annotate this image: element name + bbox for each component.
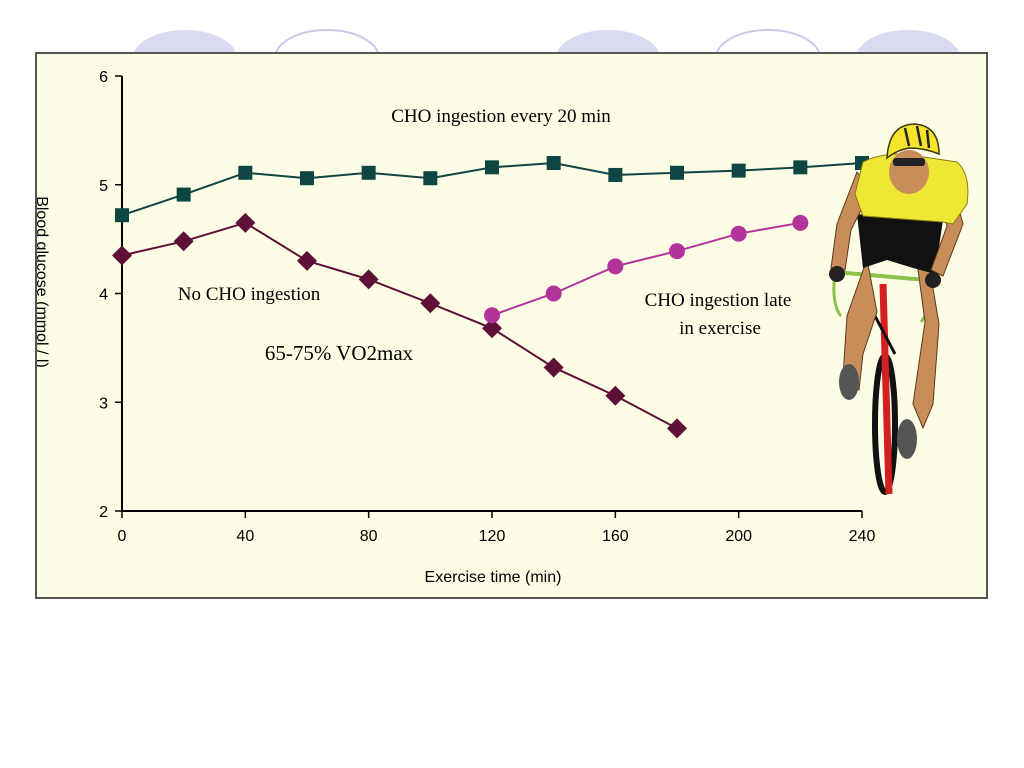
bike-handlebars <box>834 270 928 282</box>
annotation-late-line1: CHO ingestion late <box>645 290 792 311</box>
chart-panel: 0 40 80 120 160 200 240 2 3 4 5 6 Exercise time (mi… <box>35 52 988 599</box>
helmet-vents <box>903 125 931 149</box>
x-axis-title: Exercise time (min) <box>425 569 562 586</box>
annotation-late-line2: in exercise <box>679 318 761 339</box>
data-point-none <box>543 357 564 378</box>
data-point-late <box>545 285 562 302</box>
y-tick-label: 5 <box>99 178 108 195</box>
x-tick-label: 120 <box>479 528 506 545</box>
y-tick-label: 6 <box>99 69 108 86</box>
data-point-every20 <box>731 163 746 178</box>
data-point-every20 <box>423 171 438 186</box>
data-point-late <box>484 307 500 324</box>
cyclist-leg-left <box>842 257 878 392</box>
data-point-every20 <box>793 160 808 175</box>
cyclist-shoe-right <box>897 419 917 459</box>
cyclist-glasses <box>893 158 925 166</box>
x-tick-label: 200 <box>725 528 752 545</box>
series-line-late <box>491 221 801 317</box>
bike-frame <box>879 283 893 495</box>
x-tick-label: 40 <box>236 528 254 545</box>
series-line-none <box>121 221 678 430</box>
data-point-late <box>607 258 624 275</box>
y-tick-label: 4 <box>99 287 108 304</box>
axis-ticks: 0 40 80 120 160 200 240 2 3 4 5 6 <box>99 69 875 545</box>
cyclist-face <box>889 150 929 194</box>
data-point-every20 <box>361 165 376 180</box>
data-point-none <box>112 245 132 266</box>
y-axis-title: Blood glucose (mmol / l) <box>37 196 50 368</box>
x-tick-label: 160 <box>602 528 629 545</box>
glucose-chart: 0 40 80 120 160 200 240 2 3 4 5 6 Exercise time (mi… <box>37 69 969 586</box>
series-every20 <box>115 156 869 223</box>
series-none <box>112 212 687 439</box>
annotation-none: No CHO ingestion <box>178 284 321 305</box>
cyclist-shorts <box>857 214 943 274</box>
x-tick-label: 240 <box>849 528 876 545</box>
y-tick-label: 3 <box>99 395 108 412</box>
y-tick-label: 2 <box>99 504 108 521</box>
data-point-none <box>667 418 687 439</box>
data-point-every20 <box>670 165 684 180</box>
data-point-every20 <box>176 187 191 202</box>
data-point-none <box>235 212 256 233</box>
data-point-every20 <box>485 160 499 175</box>
data-point-every20 <box>115 208 129 223</box>
data-point-none <box>297 250 317 271</box>
bike-fork <box>873 315 897 355</box>
data-point-none <box>482 318 502 339</box>
annotation-intensity: 65-75% VO2max <box>265 341 414 365</box>
data-point-every20 <box>608 167 623 182</box>
data-point-late <box>669 243 685 260</box>
cyclist-shoe-left <box>839 364 859 400</box>
data-point-every20 <box>300 171 314 186</box>
data-point-none <box>173 231 194 252</box>
data-point-every20 <box>546 156 561 170</box>
data-point-none <box>605 385 626 406</box>
series-late <box>484 214 809 324</box>
cyclist-glove-right <box>925 272 941 288</box>
x-tick-label: 80 <box>360 528 378 545</box>
data-point-late <box>730 225 747 242</box>
x-tick-label: 0 <box>118 528 127 545</box>
series-layer <box>112 156 869 439</box>
data-point-none <box>420 293 441 314</box>
data-point-every20 <box>238 165 253 180</box>
data-point-none <box>358 269 379 290</box>
cyclist-illustration <box>829 123 969 495</box>
cyclist-glove-left <box>829 266 845 282</box>
cyclist-helmet <box>886 123 940 160</box>
annotation-every20: CHO ingestion every 20 min <box>391 106 611 127</box>
data-point-late <box>792 214 809 231</box>
